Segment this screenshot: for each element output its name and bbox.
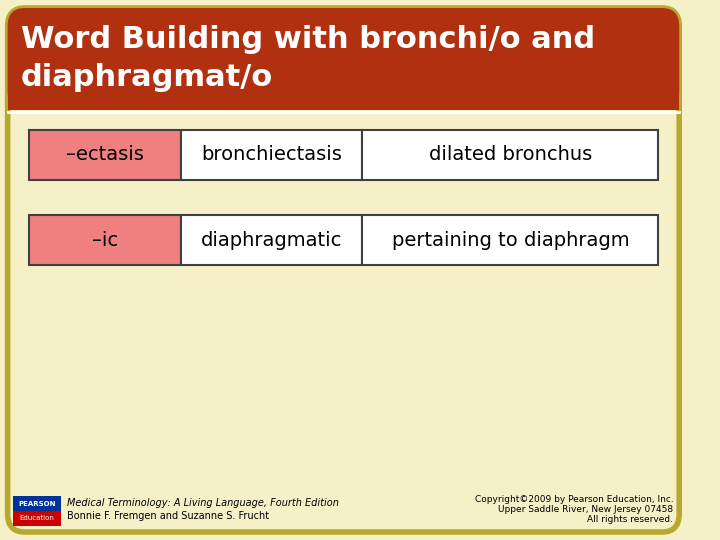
Bar — [8, 80, 679, 110]
Text: Word Building with bronchi/o and: Word Building with bronchi/o and — [21, 25, 595, 55]
Bar — [181, 215, 362, 265]
Bar — [29, 215, 181, 265]
Bar — [14, 496, 61, 511]
Bar — [29, 130, 181, 180]
Text: Upper Saddle River, New Jersey 07458: Upper Saddle River, New Jersey 07458 — [498, 505, 673, 515]
Text: –ic: –ic — [92, 231, 118, 249]
Text: diaphragmatic: diaphragmatic — [201, 231, 343, 249]
Text: All rights reserved.: All rights reserved. — [588, 516, 673, 524]
FancyBboxPatch shape — [8, 8, 679, 532]
Text: pertaining to diaphragm: pertaining to diaphragm — [392, 231, 629, 249]
Text: Copyright©2009 by Pearson Education, Inc.: Copyright©2009 by Pearson Education, Inc… — [474, 496, 673, 504]
Bar — [181, 130, 362, 180]
Bar — [362, 130, 658, 180]
FancyBboxPatch shape — [8, 8, 679, 110]
Text: Medical Terminology: A Living Language, Fourth Edition: Medical Terminology: A Living Language, … — [67, 498, 338, 508]
Text: diaphragmat/o: diaphragmat/o — [21, 64, 273, 92]
Bar — [14, 511, 61, 526]
Bar — [362, 215, 658, 265]
Text: Education: Education — [19, 516, 55, 522]
Text: Bonnie F. Fremgen and Suzanne S. Frucht: Bonnie F. Fremgen and Suzanne S. Frucht — [67, 511, 269, 521]
Text: dilated bronchus: dilated bronchus — [428, 145, 592, 165]
Text: –ectasis: –ectasis — [66, 145, 144, 165]
Text: PEARSON: PEARSON — [19, 501, 56, 507]
Text: bronchiectasis: bronchiectasis — [202, 145, 342, 165]
